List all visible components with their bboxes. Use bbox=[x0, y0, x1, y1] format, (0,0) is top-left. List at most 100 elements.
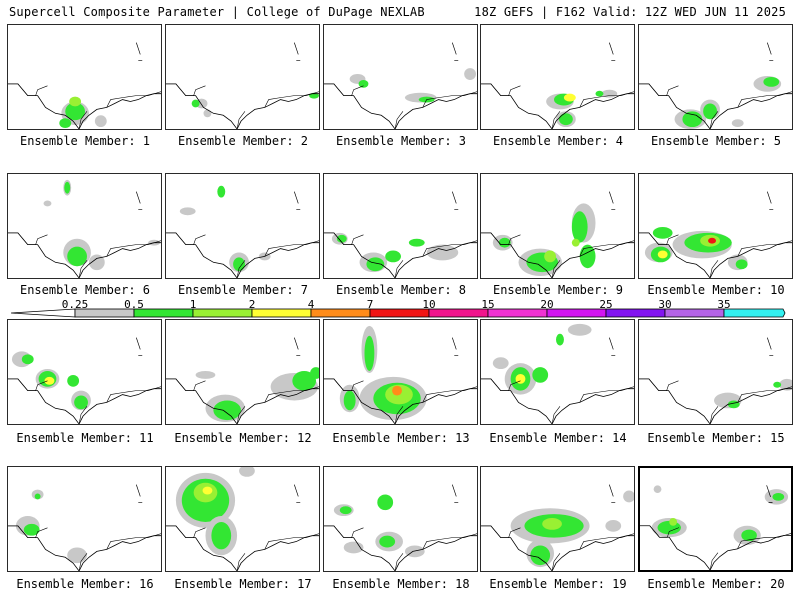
scp-contour-green bbox=[377, 494, 394, 511]
island-outline bbox=[451, 337, 459, 356]
member-label: Ensemble Member: 9 bbox=[492, 283, 624, 297]
scp-contour-gray bbox=[605, 519, 622, 532]
colorbar-segment bbox=[664, 308, 725, 318]
scp-contour-gray bbox=[43, 200, 52, 207]
scp-contour-green bbox=[74, 395, 88, 410]
scp-contour-green bbox=[191, 99, 200, 108]
ensemble-map-panel[interactable] bbox=[480, 173, 635, 279]
scp-contour-lightgreen bbox=[669, 518, 678, 526]
ensemble-map bbox=[8, 337, 161, 424]
scp-contour-green bbox=[379, 535, 396, 548]
ensemble-map-panel[interactable] bbox=[323, 173, 478, 279]
ensemble-map-panel[interactable] bbox=[323, 466, 478, 572]
member-label: Ensemble Member: 19 bbox=[489, 577, 627, 591]
scp-contour-gray bbox=[195, 371, 216, 379]
scp-contour-green bbox=[211, 521, 232, 550]
ensemble-map-panel[interactable] bbox=[323, 319, 478, 425]
colorbar-tick-label: 20 bbox=[540, 298, 554, 311]
state-border bbox=[324, 525, 477, 571]
member-label: Ensemble Member: 1 bbox=[19, 134, 151, 148]
member-label: Ensemble Member: 15 bbox=[647, 431, 785, 445]
colorbar-tick-label: 0.25 bbox=[61, 298, 89, 311]
ensemble-map-panel[interactable] bbox=[7, 466, 162, 572]
ensemble-map-panel[interactable] bbox=[638, 173, 793, 279]
island-outline bbox=[608, 191, 616, 210]
member-label: Ensemble Member: 17 bbox=[174, 577, 312, 591]
state-border bbox=[166, 525, 319, 571]
scp-contour-green bbox=[558, 113, 573, 126]
island-outline bbox=[766, 485, 773, 503]
ensemble-map-panel[interactable] bbox=[323, 24, 478, 130]
scp-contour-gray bbox=[492, 357, 509, 370]
island-outline bbox=[451, 191, 459, 210]
island-outline bbox=[135, 42, 143, 61]
ensemble-map-panel[interactable] bbox=[7, 24, 162, 130]
scp-contour-green bbox=[64, 181, 71, 194]
ensemble-map-panel[interactable] bbox=[480, 319, 635, 425]
member-label: Ensemble Member: 6 bbox=[19, 283, 151, 297]
member-label: Ensemble Member: 12 bbox=[174, 431, 312, 445]
island-outline bbox=[451, 42, 459, 61]
ensemble-map bbox=[166, 185, 319, 278]
ensemble-map-panel[interactable] bbox=[165, 466, 320, 572]
island-outline bbox=[766, 42, 774, 61]
ensemble-map-panel[interactable] bbox=[7, 319, 162, 425]
colorbar-tick-label: 2 bbox=[248, 298, 256, 311]
scp-contour-green bbox=[23, 523, 40, 536]
ensemble-map bbox=[481, 191, 634, 278]
scp-contour-green bbox=[217, 185, 226, 198]
ensemble-map-panel[interactable] bbox=[165, 173, 320, 279]
scp-contour-green bbox=[336, 234, 347, 243]
ensemble-map-panel[interactable] bbox=[480, 466, 635, 572]
state-border bbox=[481, 232, 634, 278]
ensemble-map bbox=[166, 337, 319, 424]
island-outline bbox=[608, 484, 616, 503]
colorbar-segment bbox=[251, 308, 312, 318]
scp-contour-green bbox=[735, 259, 748, 270]
ensemble-map bbox=[166, 467, 319, 571]
state-border bbox=[324, 232, 477, 278]
ensemble-map-panel[interactable] bbox=[638, 319, 793, 425]
member-label: Ensemble Member: 18 bbox=[332, 577, 470, 591]
scp-contour-gray bbox=[203, 109, 212, 118]
scp-contour-green bbox=[67, 374, 80, 387]
ensemble-map bbox=[481, 484, 634, 571]
scp-contour-green bbox=[310, 367, 319, 379]
state-border bbox=[8, 83, 161, 129]
ensemble-map-panel[interactable] bbox=[480, 24, 635, 130]
island-outline bbox=[451, 484, 459, 503]
ensemble-map-panel[interactable] bbox=[638, 466, 793, 572]
scp-contour-green bbox=[556, 333, 564, 346]
ensemble-map-panel[interactable] bbox=[165, 24, 320, 130]
island-outline bbox=[293, 42, 301, 61]
colorbar-segment bbox=[605, 308, 666, 318]
member-label: Ensemble Member: 7 bbox=[177, 283, 309, 297]
member-label: Ensemble Member: 11 bbox=[16, 431, 154, 445]
ensemble-map-panel[interactable] bbox=[165, 319, 320, 425]
state-border bbox=[8, 525, 161, 571]
colorbar-segment bbox=[310, 308, 371, 318]
colorbar-segment bbox=[192, 308, 253, 318]
scp-contour-green bbox=[65, 102, 85, 121]
scp-contour-lightgreen bbox=[571, 238, 580, 247]
scp-contour-green bbox=[233, 257, 245, 272]
scp-contour-gray bbox=[731, 119, 744, 128]
scp-contour-gray bbox=[179, 207, 196, 216]
scp-contour-green bbox=[772, 493, 785, 501]
island-outline bbox=[766, 191, 774, 210]
scp-contour-gray bbox=[88, 254, 105, 271]
scp-contour-green bbox=[358, 79, 369, 88]
member-label: Ensemble Member: 16 bbox=[16, 577, 154, 591]
state-border bbox=[481, 378, 634, 424]
ensemble-map-panel[interactable] bbox=[7, 173, 162, 279]
scp-contour-gray bbox=[94, 115, 107, 128]
scp-contour-green bbox=[385, 250, 401, 263]
island-outline bbox=[293, 337, 301, 356]
scp-contour-green bbox=[21, 354, 34, 365]
scp-contour-yellow bbox=[563, 93, 576, 102]
scp-contour-gray bbox=[464, 68, 477, 80]
scp-contour-green bbox=[682, 111, 703, 128]
ensemble-map bbox=[8, 42, 161, 129]
scp-contour-green bbox=[530, 545, 551, 566]
ensemble-map-panel[interactable] bbox=[638, 24, 793, 130]
